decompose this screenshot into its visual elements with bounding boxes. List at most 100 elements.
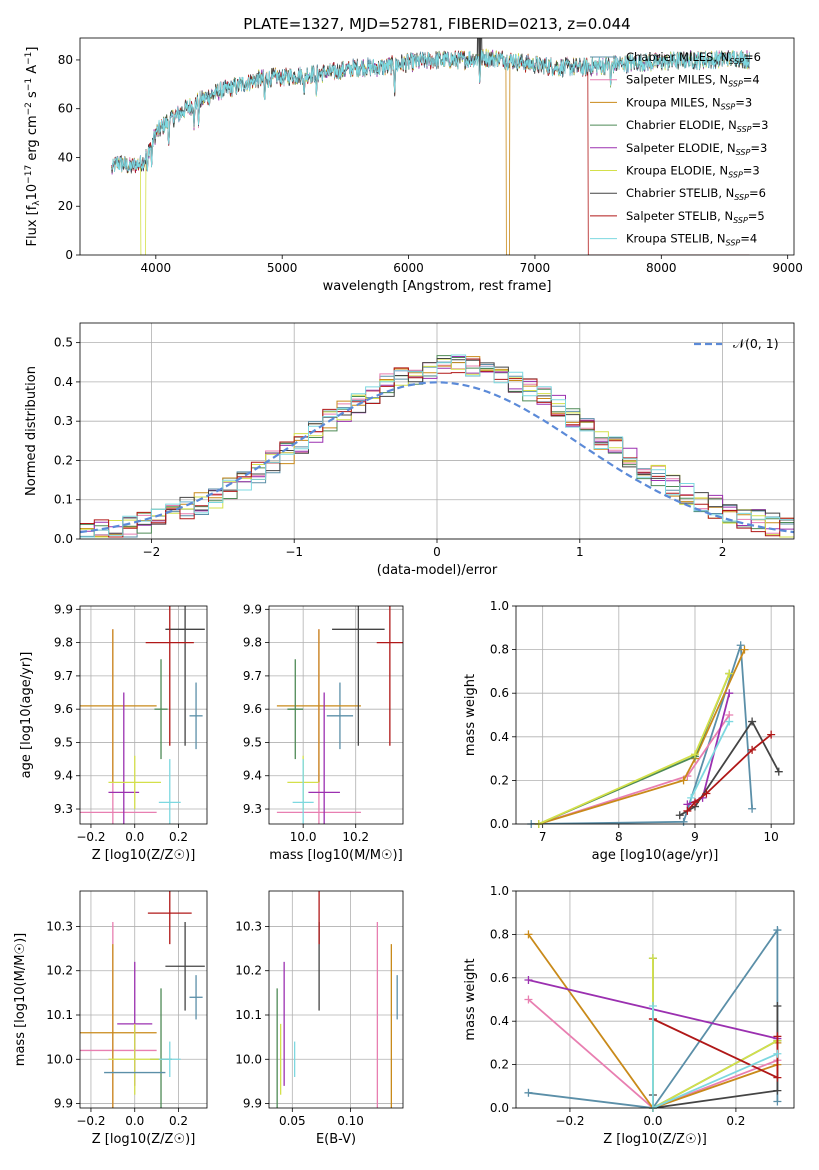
x-tick-label: 10.0 [290,830,317,844]
series-line-8 [652,1006,778,1108]
y-tick-label: 1.0 [490,599,509,613]
x-tick-label: 0 [433,545,441,559]
x-tick-label: 0.0 [125,1114,144,1128]
series-marker [679,776,688,785]
errorbar-point-6 [332,606,385,746]
x-tick-label: 0.2 [169,830,188,844]
legend-label-3: Chabrier ELODIE, NSSP=3 [626,118,768,134]
series-marker [648,954,657,963]
y-tick-label: 10.0 [235,1052,262,1066]
residuals-y-label: Normed distribution [24,366,39,496]
y-tick-label: 0.0 [490,817,509,831]
y-tick-label: 9.8 [243,636,262,650]
x-tick-label: 7000 [520,261,551,275]
series-marker [687,793,696,802]
y-tick-label: 9.3 [243,802,262,816]
errorbar-point-4 [108,692,140,824]
y-tick-label: 10.2 [235,964,262,978]
histogram-series-8 [80,354,794,538]
legend-label-5: Kroupa ELODIE, NSSP=3 [626,164,760,180]
mass-vs-ebv-axes: 0.05 0.10 9.9 10.0 10.1 10.2 10.3 E(B-V) [235,891,403,1147]
errorbar-point-7 [147,891,192,945]
series-line-0 [531,644,753,824]
x-tick-label: 4000 [141,261,172,275]
series-marker [773,1002,782,1011]
errorbar-point-8 [292,759,314,824]
series-marker [774,767,783,776]
y-tick-label: 0.8 [490,643,509,657]
series-marker [773,1086,782,1095]
mass-weight-vs-Z-axes: −0.2 0.0 0.2 0.0 0.2 0.4 0.6 0.8 1.0 Z [log10(Z/Z… [463,884,794,1147]
y-tick-label: 40 [58,150,73,164]
y-tick-label: 10.3 [46,919,73,933]
y-tick-label: 9.9 [54,1097,73,1111]
mass-weight-vs-Z-x-label: Z [log10(Z/Z☉)] [603,1132,707,1147]
series-marker [524,975,533,984]
x-tick-label: −0.2 [76,830,105,844]
y-tick-label: 9.5 [243,735,262,749]
y-tick-label: 9.4 [54,769,73,783]
x-tick-label: −0.2 [76,1114,105,1128]
legend-label-1: Salpeter MILES, NSSP=4 [626,73,760,89]
legend-label-2: Kroupa MILES, NSSP=3 [626,95,752,111]
errorbar-point-5 [108,1023,162,1095]
y-tick-label: 9.9 [243,1097,262,1111]
y-tick-label: 0.4 [490,730,509,744]
age-vs-Z-frame [79,605,208,825]
series-line-8 [690,721,731,799]
errorbar-point-4 [308,692,340,824]
series-marker [773,926,782,935]
series-marker [748,745,757,754]
x-tick-label: 6000 [393,261,424,275]
y-tick-label: 0.0 [490,1101,509,1115]
x-tick-label: 9 [691,830,699,844]
series-marker [725,689,734,698]
errorbar-point-0 [189,975,203,1020]
x-tick-label: 0.10 [337,1114,364,1128]
mass-weight-vs-Z-y-label: mass weight [463,958,478,1040]
age-vs-Z-y-label: age [log10(age/yr)] [19,652,34,779]
y-tick-label: 10.1 [46,1008,73,1022]
series-marker [748,717,757,726]
y-tick-label: 0.2 [54,453,73,467]
normal-legend-label: 𝒩(0, 1) [733,336,779,351]
mass-weight-vs-age-axes: 7 8 9 10 0.0 0.2 0.4 0.6 0.8 1.0 age [log10(age/yr… [463,599,794,863]
series-marker [773,1049,782,1058]
series-marker [736,641,745,650]
x-tick-label: 2 [719,545,727,559]
y-tick-label: 9.5 [54,735,73,749]
age-vs-mass-frame [268,605,404,825]
residuals-frame [79,322,795,540]
mass-vs-Z-x-label: Z [log10(Z/Z☉)] [92,1132,196,1147]
y-tick-label: 9.7 [243,669,262,683]
y-tick-label: 10.2 [46,964,73,978]
x-tick-label: 10 [764,830,779,844]
series-line-3 [538,673,731,824]
series-line-5 [538,673,731,824]
chart-panels: 4000 5000 6000 7000 8000 9000020406080wavelen… [13,37,803,1147]
y-tick-label: 9.6 [243,702,262,716]
y-tick-label: 60 [58,102,73,116]
series-marker [675,811,684,820]
series-marker [683,806,692,815]
y-tick-label: 9.9 [243,602,262,616]
x-tick-label: 0.0 [643,1114,662,1128]
errorbar-point-8 [158,759,181,824]
legend-label-4: Salpeter ELODIE, NSSP=3 [626,141,767,157]
x-tick-label: 7 [539,830,547,844]
x-tick-label: 9000 [772,261,803,275]
errorbar-point-2 [80,629,157,783]
series-marker [773,1032,782,1041]
x-tick-label: 0.0 [125,830,144,844]
legend-label-0: Chabrier MILES, NSSP=6 [626,50,761,66]
y-tick-label: 10.3 [235,919,262,933]
errorbar-point-7 [145,606,194,746]
y-tick-label: 0.5 [54,336,73,350]
y-tick-label: 9.7 [54,669,73,683]
spectrum-legend: Chabrier MILES, NSSP=6 Salpeter MILES, NS… [590,50,768,248]
x-tick-label: 8 [615,830,623,844]
x-tick-label: 10.2 [342,830,369,844]
y-tick-label: 0 [65,248,73,262]
errorbar-point-2 [80,944,157,1108]
